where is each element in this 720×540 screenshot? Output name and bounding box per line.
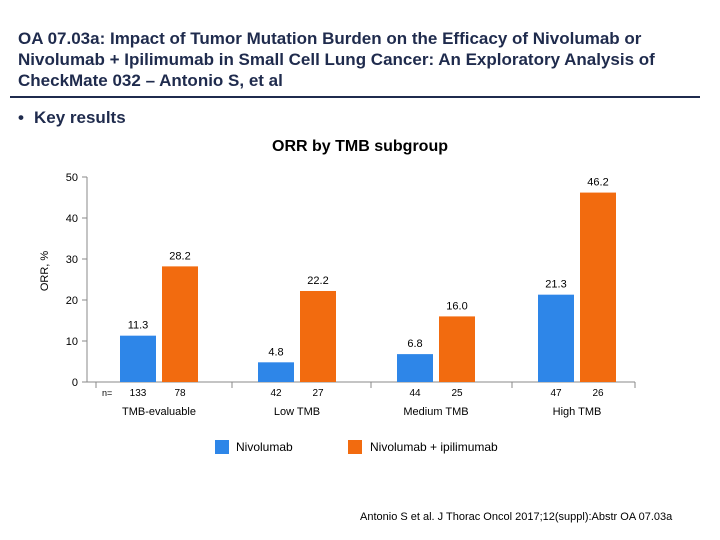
bar-nivolumab	[538, 294, 574, 382]
bar-combo	[439, 316, 475, 382]
n-value: 133	[130, 388, 147, 399]
bar-nivolumab	[397, 354, 433, 382]
data-label: 6.8	[407, 338, 422, 350]
data-label: 28.2	[169, 250, 190, 262]
bar-nivolumab	[258, 362, 294, 382]
bullet-text: Key results	[34, 108, 126, 127]
y-tick-label: 30	[66, 254, 78, 266]
y-tick-label: 40	[66, 213, 78, 225]
bullet-dot: •	[18, 108, 24, 127]
y-tick-label: 20	[66, 295, 78, 307]
data-label: 11.3	[128, 320, 149, 332]
data-label: 16.0	[446, 300, 467, 312]
n-value: 47	[550, 388, 562, 399]
source-citation: Antonio S et al. J Thorac Oncol 2017;12(…	[360, 511, 673, 523]
x-category-label: Low TMB	[274, 406, 320, 418]
y-tick-label: 0	[72, 377, 78, 389]
slide-title: OA 07.03a: Impact of Tumor Mutation Burd…	[18, 29, 655, 90]
data-label: 4.8	[268, 346, 283, 358]
title-divider	[10, 96, 700, 98]
y-tick-label: 10	[66, 336, 78, 348]
n-prefix: n=	[102, 388, 112, 398]
x-category-label: TMB-evaluable	[122, 406, 196, 418]
x-category-label: High TMB	[553, 406, 602, 418]
n-value: 44	[409, 388, 421, 399]
bar-combo	[580, 192, 616, 382]
bar-combo	[162, 266, 198, 382]
data-label: 22.2	[307, 275, 328, 287]
legend-swatch-nivolumab	[215, 440, 229, 454]
legend-swatch-combo	[348, 440, 362, 454]
y-tick-label: 50	[66, 172, 78, 184]
y-axis-label: ORR, %	[39, 251, 51, 292]
bar-nivolumab	[120, 335, 156, 382]
chart-title: ORR by TMB subgroup	[272, 138, 448, 155]
n-value: 27	[312, 388, 324, 399]
data-label: 21.3	[545, 279, 566, 291]
n-value: 78	[174, 388, 186, 399]
data-label: 46.2	[587, 177, 608, 189]
n-value: 42	[270, 388, 282, 399]
n-value: 26	[592, 388, 604, 399]
legend-label: Nivolumab + ipilimumab	[370, 440, 498, 454]
n-value: 25	[451, 388, 463, 399]
legend-label: Nivolumab	[236, 440, 293, 454]
bar-combo	[300, 290, 336, 382]
key-results-bullet: • Key results	[18, 108, 126, 128]
x-category-label: Medium TMB	[403, 406, 468, 418]
